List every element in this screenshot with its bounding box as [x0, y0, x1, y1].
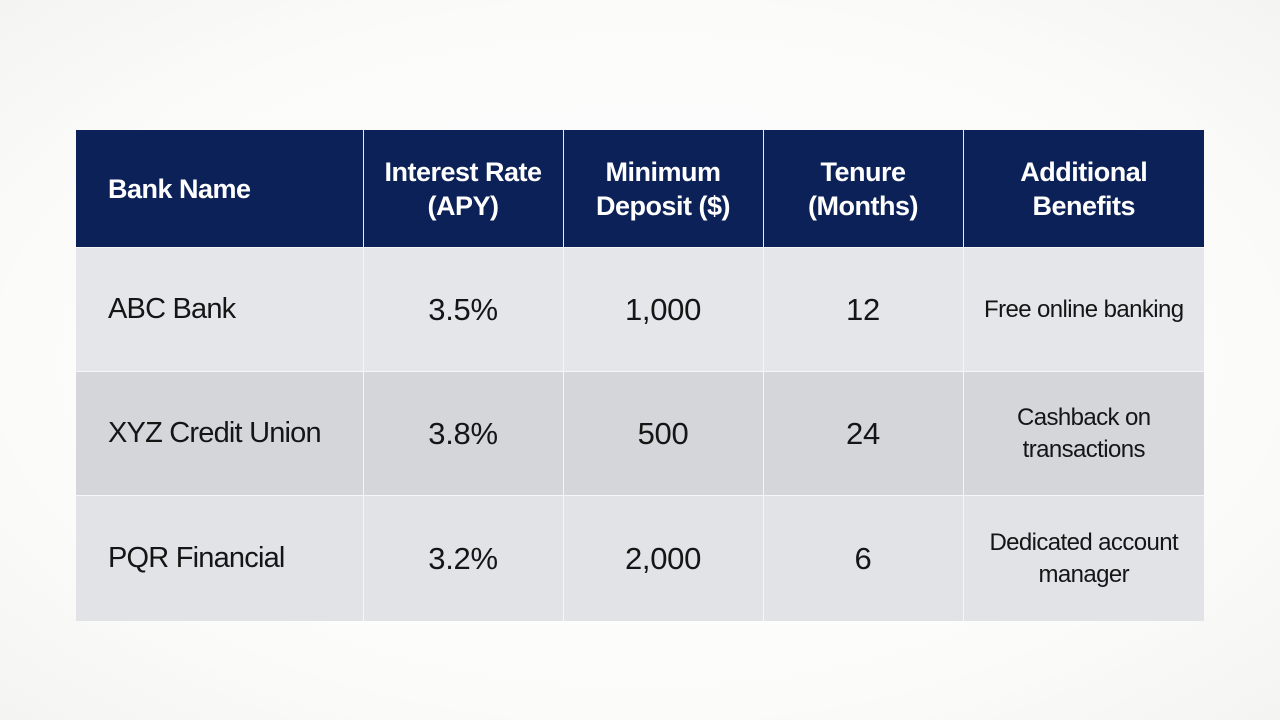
- savings-rate-table: Bank Name Interest Rate (APY) Minimum De…: [76, 130, 1204, 621]
- header-additional-benefits: Additional Benefits: [963, 130, 1204, 248]
- cell-tenure: 6: [763, 495, 964, 621]
- cell-bank-name: XYZ Credit Union: [76, 371, 364, 496]
- table-row: PQR Financial 3.2% 2,000 6 Dedicated acc…: [76, 495, 1204, 621]
- cell-minimum-deposit: 1,000: [563, 247, 764, 372]
- cell-interest-rate: 3.5%: [363, 247, 564, 372]
- header-bank-name: Bank Name: [76, 130, 364, 248]
- cell-interest-rate: 3.2%: [363, 495, 564, 621]
- header-minimum-deposit: Minimum Deposit ($): [563, 130, 764, 248]
- cell-tenure: 24: [763, 371, 964, 496]
- table-header-row: Bank Name Interest Rate (APY) Minimum De…: [76, 130, 1204, 248]
- header-interest-rate: Interest Rate (APY): [363, 130, 564, 248]
- cell-additional-benefits: Cashback on transactions: [963, 371, 1204, 496]
- table-row: XYZ Credit Union 3.8% 500 24 Cashback on…: [76, 371, 1204, 496]
- cell-tenure: 12: [763, 247, 964, 372]
- header-tenure: Tenure (Months): [763, 130, 964, 248]
- table-row: ABC Bank 3.5% 1,000 12 Free online banki…: [76, 247, 1204, 372]
- cell-bank-name: ABC Bank: [76, 247, 364, 372]
- cell-bank-name: PQR Financial: [76, 495, 364, 621]
- cell-interest-rate: 3.8%: [363, 371, 564, 496]
- cell-additional-benefits: Dedicated account manager: [963, 495, 1204, 621]
- cell-minimum-deposit: 500: [563, 371, 764, 496]
- cell-minimum-deposit: 2,000: [563, 495, 764, 621]
- cell-additional-benefits: Free online banking: [963, 247, 1204, 372]
